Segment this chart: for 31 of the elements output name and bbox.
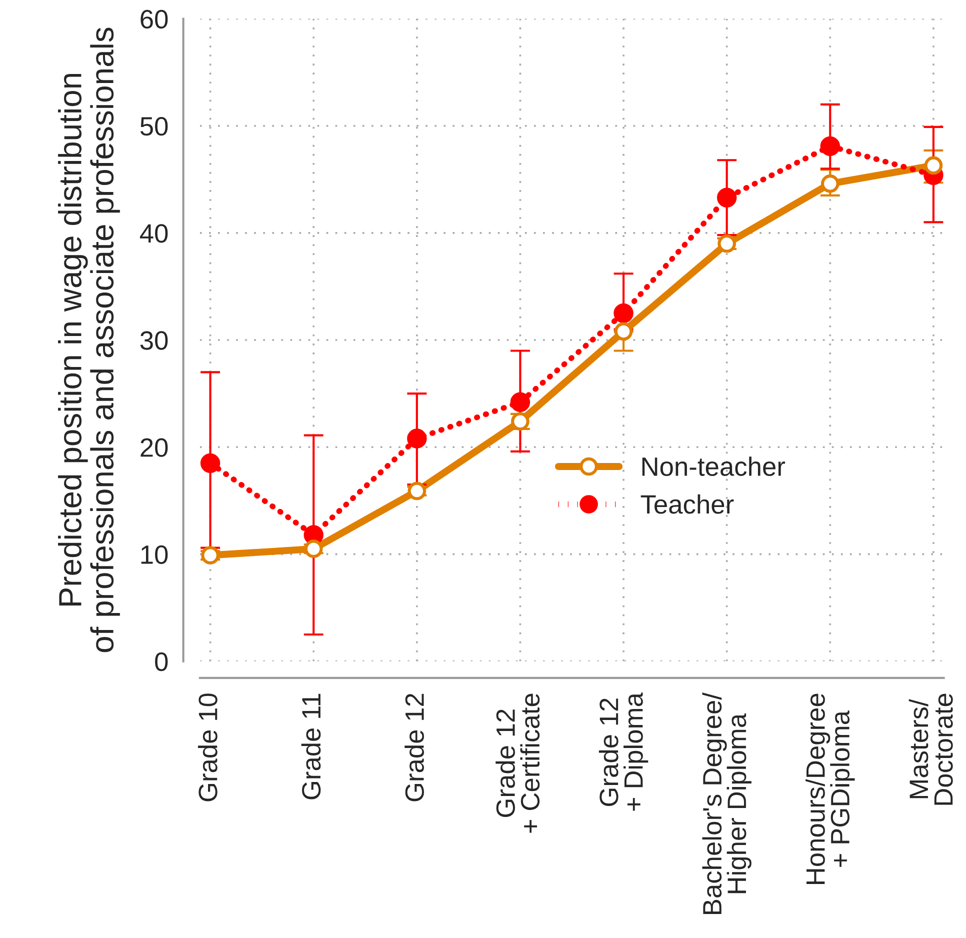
y-axis-title: Predicted position in wage distribution of professionals and associate professionals: [58, 28, 120, 652]
x-tick-label: Grade 12 + Certificate: [496, 694, 540, 833]
point: [820, 136, 840, 156]
x-tick-label: Masters/ Doctorate: [908, 694, 953, 805]
x-tick-label: Grade 10: [198, 694, 218, 802]
x-tick-label: Bachelor's Degree/ Higher Diploma: [702, 692, 752, 914]
point: [924, 156, 943, 175]
y-tick-label: 50: [140, 116, 168, 136]
y-tick-label: 0: [155, 652, 168, 672]
y-tick-label: 40: [140, 224, 168, 243]
point: [820, 174, 840, 193]
point: [718, 234, 736, 253]
legend-label: Non-teacher: [642, 456, 786, 476]
legend-label: Teacher: [640, 494, 734, 514]
point: [408, 482, 426, 500]
point: [614, 322, 633, 341]
point: [201, 546, 220, 564]
x-tick-label: Honours/Degree + PGDiploma: [806, 694, 855, 884]
x-tick-label: Grade 11: [301, 694, 321, 800]
point: [407, 428, 427, 448]
point: [304, 540, 323, 558]
y-tick-label: 20: [140, 438, 168, 457]
point: [510, 392, 530, 412]
point: [200, 453, 220, 474]
y-tick-label: 10: [141, 545, 168, 564]
x-tick-label: Grade 12 + Diploma: [598, 692, 648, 811]
y-tick-label: 30: [140, 331, 168, 350]
point: [614, 303, 634, 324]
y-tick-label: 60: [140, 10, 168, 29]
point: [716, 188, 737, 208]
x-tick-label: Grade 12: [404, 694, 424, 802]
